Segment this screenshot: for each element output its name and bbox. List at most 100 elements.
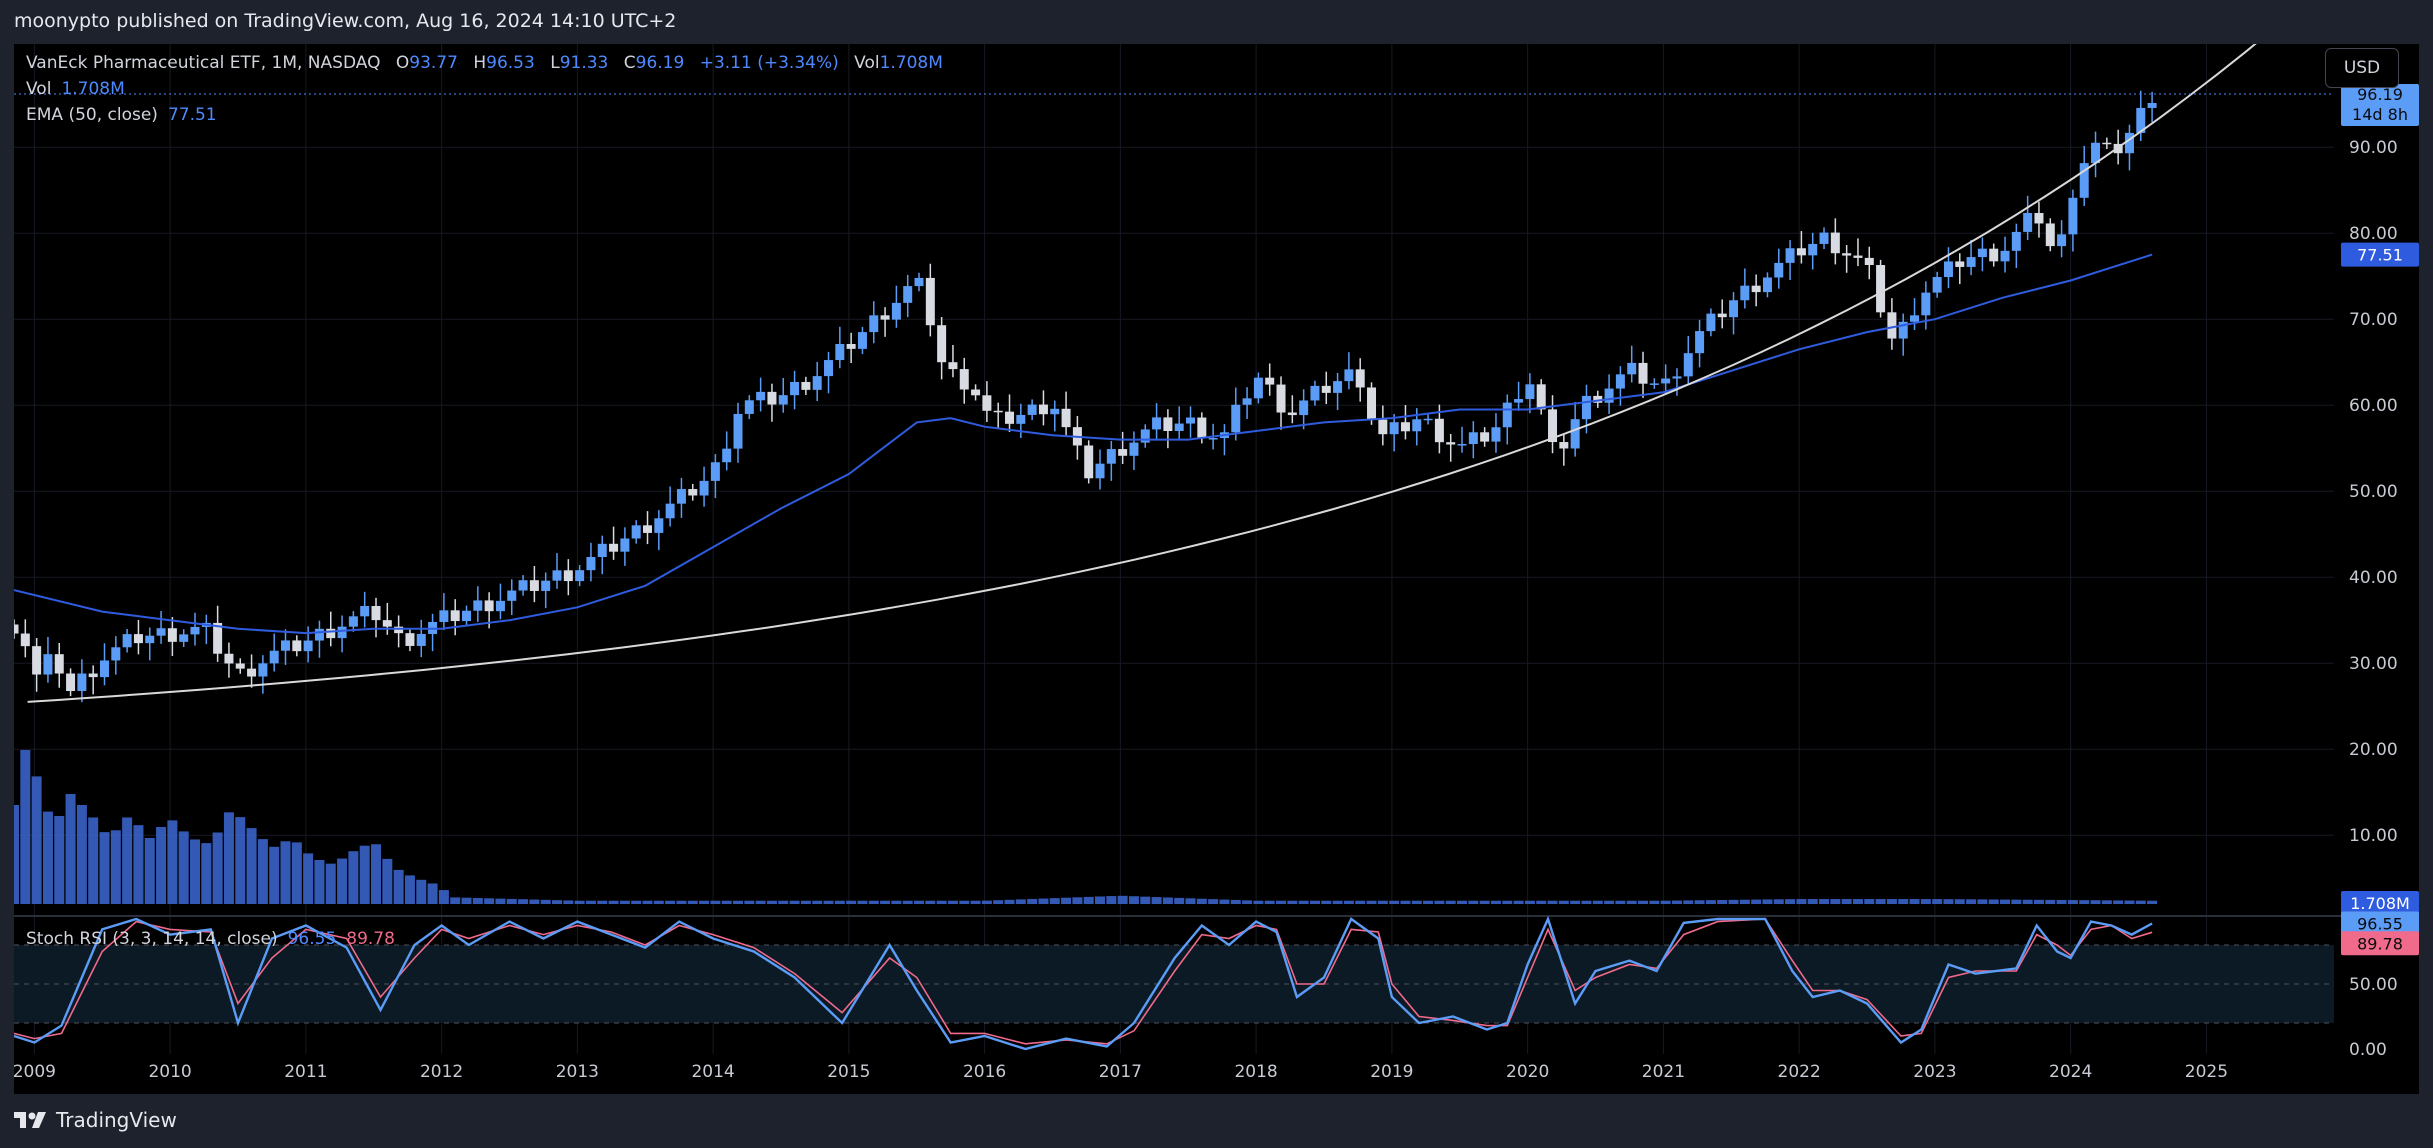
volume-indicator-value: 1.708M bbox=[61, 79, 125, 99]
symbol-title[interactable]: VanEck Pharmaceutical ETF, 1M, NASDAQ bbox=[26, 53, 381, 73]
candle-body bbox=[1570, 419, 1580, 449]
candle-body bbox=[360, 606, 370, 617]
candle-body bbox=[1853, 255, 1863, 258]
candle-body bbox=[1061, 408, 1071, 428]
volume-bar bbox=[1038, 898, 1049, 904]
price-axis-label: 50.00 bbox=[2349, 482, 2398, 502]
volume-bar bbox=[1264, 900, 1275, 904]
candle-body bbox=[2147, 102, 2157, 108]
volume-bar bbox=[88, 817, 99, 904]
volume-bar bbox=[1253, 900, 1264, 904]
candle-body bbox=[405, 633, 415, 646]
volume-bar bbox=[699, 900, 710, 904]
volume-bar bbox=[1332, 900, 1343, 904]
volume-bar bbox=[902, 900, 913, 904]
volume-legend[interactable]: Vol 1.708M bbox=[26, 79, 125, 99]
volume-bar bbox=[269, 846, 280, 904]
price-axis-label: 60.00 bbox=[2349, 396, 2398, 416]
volume-bar bbox=[1909, 899, 1920, 904]
volume-bar bbox=[337, 858, 348, 904]
volume-bar bbox=[472, 898, 483, 904]
top-bar: moonypto published on TradingView.com, A… bbox=[0, 0, 2433, 44]
ema-legend[interactable]: EMA (50, close) 77.51 bbox=[26, 105, 217, 125]
volume-bar bbox=[1988, 899, 1999, 904]
volume-bar bbox=[540, 899, 551, 904]
rsi-axis-label: 0.00 bbox=[2349, 1040, 2387, 1060]
candle-body bbox=[688, 489, 698, 496]
currency-button[interactable]: USD bbox=[2325, 48, 2399, 88]
chart-frame[interactable]: 2009 2010 2011 2012 2013 2014 2015 2016 2017 2018… bbox=[14, 44, 2419, 1094]
volume-bar bbox=[1570, 900, 1581, 904]
volume-bar bbox=[235, 817, 246, 904]
tradingview-logo[interactable]: TradingView bbox=[14, 1108, 177, 1132]
volume-bar bbox=[1027, 898, 1038, 904]
candle-body bbox=[857, 332, 867, 349]
volume-bar bbox=[1932, 899, 1943, 904]
candle-body bbox=[812, 376, 822, 390]
time-axis-label: 2012 bbox=[420, 1062, 463, 1082]
candle-body bbox=[869, 315, 879, 333]
volume-bar bbox=[733, 900, 744, 904]
volume-bar bbox=[1276, 900, 1287, 904]
volume-bar bbox=[1943, 899, 1954, 904]
low-label: L bbox=[550, 53, 560, 73]
candle-body bbox=[484, 600, 494, 612]
low-value: 91.33 bbox=[559, 53, 609, 73]
candle-body bbox=[824, 360, 834, 377]
volume-bar bbox=[1061, 897, 1072, 904]
candle-body bbox=[1751, 285, 1761, 293]
candle-body bbox=[122, 634, 132, 648]
stoch-rsi-d-value: 89.78 bbox=[346, 929, 395, 949]
candle-body bbox=[1423, 418, 1433, 421]
volume-bar bbox=[54, 816, 65, 904]
time-axis-label: 2016 bbox=[963, 1062, 1006, 1082]
volume-bar bbox=[1355, 900, 1366, 904]
volume-bar bbox=[2045, 899, 2056, 904]
candle-body bbox=[88, 673, 98, 678]
time-axis-label: 2021 bbox=[1642, 1062, 1685, 1082]
candle-body bbox=[1683, 353, 1693, 377]
volume-bar bbox=[1875, 899, 1886, 904]
volume-bar bbox=[291, 842, 302, 904]
volume-bar bbox=[257, 839, 268, 904]
price-axis-label: 30.00 bbox=[2349, 654, 2398, 674]
candle-body bbox=[1943, 261, 1953, 278]
volume-bar bbox=[2079, 900, 2090, 904]
volume-bar bbox=[676, 900, 687, 904]
candle-body bbox=[1186, 417, 1196, 424]
volume-bar bbox=[653, 900, 664, 904]
volume-bar bbox=[31, 776, 42, 904]
candle-body bbox=[2011, 231, 2021, 251]
candle-body bbox=[563, 570, 573, 582]
volume-bar bbox=[1739, 899, 1750, 904]
candle-body bbox=[1774, 262, 1784, 278]
volume-bar bbox=[2124, 900, 2135, 904]
volume-bar bbox=[1321, 900, 1332, 904]
volume-bar bbox=[1196, 898, 1207, 904]
volume-bar bbox=[404, 875, 415, 904]
candle-body bbox=[1706, 313, 1716, 332]
high-value: 96.53 bbox=[486, 53, 535, 73]
volume-bar bbox=[1638, 900, 1649, 904]
candle-body bbox=[235, 663, 245, 669]
volume-bar bbox=[1309, 900, 1320, 904]
candle-body bbox=[586, 556, 596, 571]
candle-body bbox=[925, 277, 935, 326]
volume-bar bbox=[1852, 899, 1863, 904]
volume-bar bbox=[1185, 898, 1196, 904]
volume-bar bbox=[1830, 899, 1841, 904]
stoch-rsi-legend[interactable]: Stoch RSI (3, 3, 14, 14, close) 96.55 89.7… bbox=[26, 929, 395, 949]
candle-body bbox=[2124, 132, 2134, 154]
volume-bar bbox=[65, 794, 76, 904]
volume-bar bbox=[212, 832, 223, 904]
candle-body bbox=[462, 610, 472, 622]
time-axis-label: 2024 bbox=[2049, 1062, 2092, 1082]
tradingview-logo-icon bbox=[14, 1112, 46, 1128]
time-axis-label: 2010 bbox=[148, 1062, 191, 1082]
close-value: 96.19 bbox=[635, 53, 685, 73]
chart-canvas[interactable]: 2009 2010 2011 2012 2013 2014 2015 2016 2017 2018… bbox=[14, 44, 2419, 1094]
volume-bar bbox=[20, 750, 31, 904]
volume-bar bbox=[868, 900, 879, 904]
candle-body bbox=[314, 628, 324, 641]
volume-bar bbox=[574, 900, 585, 904]
